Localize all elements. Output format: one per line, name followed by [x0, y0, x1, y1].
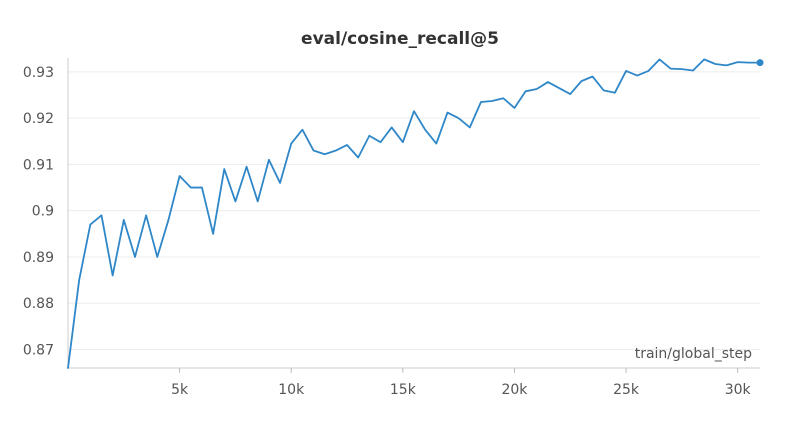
y-tick-label: 0.93	[23, 65, 54, 81]
y-tick-label: 0.9	[32, 204, 54, 220]
x-tick-label: 25k	[613, 382, 640, 398]
y-tick-label: 0.87	[23, 342, 54, 358]
series-line	[67, 58, 761, 369]
y-tick-label: 0.92	[23, 111, 54, 127]
chart-title: eval/cosine_recall@5	[301, 29, 499, 49]
last-point-marker	[756, 59, 764, 67]
y-tick-label: 0.91	[23, 157, 54, 173]
x-tick-labels: 5k 10k 15k 20k 25k 30k	[171, 382, 751, 398]
x-tick-label: 15k	[390, 382, 417, 398]
series-layer	[67, 58, 764, 369]
x-tick-label: 5k	[171, 382, 189, 398]
gridlines	[68, 71, 760, 350]
x-tick-label: 20k	[501, 382, 528, 398]
x-tick-label: 30k	[725, 382, 752, 398]
y-tick-label: 0.89	[23, 250, 54, 266]
y-tick-label: 0.88	[23, 296, 54, 312]
x-axis-label: train/global_step	[635, 346, 752, 362]
x-tick-label: 10k	[278, 382, 305, 398]
y-tick-labels: 0.87 0.88 0.89 0.9 0.91 0.92 0.93	[23, 65, 54, 359]
axes	[67, 58, 760, 373]
